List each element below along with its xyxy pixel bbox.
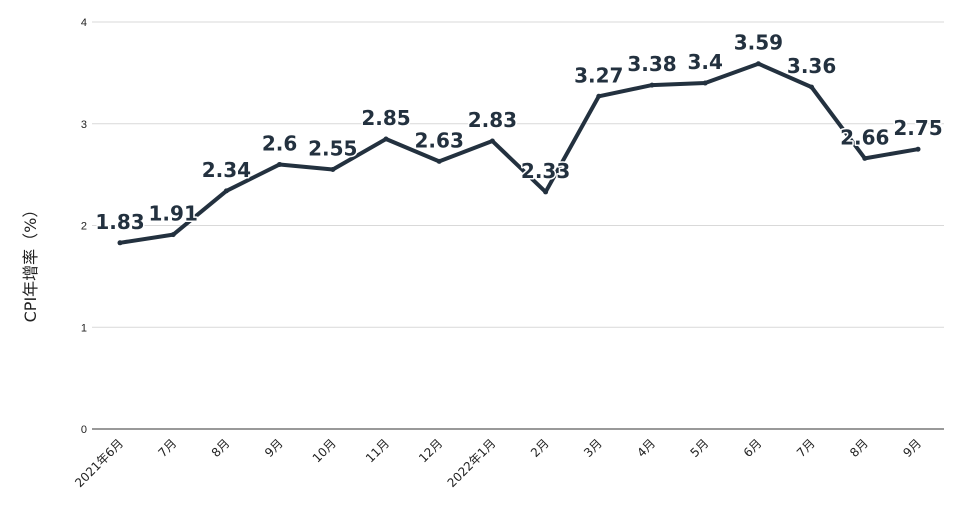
x-tick-label: 9月: [262, 436, 286, 460]
x-tick-label: 2月: [528, 436, 552, 460]
data-point: [702, 80, 708, 86]
data-point: [383, 136, 389, 142]
data-label: 2.83: [468, 108, 517, 132]
data-label: 3.59: [734, 31, 783, 55]
y-tick-label: 0: [81, 424, 87, 436]
data-point: [809, 84, 815, 90]
data-point: [277, 161, 283, 167]
series-layer: [117, 61, 921, 246]
data-point: [755, 61, 761, 67]
x-tick-label: 10月: [310, 436, 339, 465]
data-point: [436, 158, 442, 164]
data-label: 2.33: [521, 159, 570, 183]
cpi-series-line: [118, 61, 920, 245]
data-label: 2.63: [415, 128, 464, 152]
data-point: [223, 188, 229, 194]
gridlines: [92, 21, 944, 430]
y-axis-ticks: 0 1 2 3 4: [81, 17, 87, 436]
data-point: [915, 146, 921, 152]
data-point: [117, 240, 123, 246]
data-point: [862, 155, 868, 161]
y-tick-label: 1: [81, 322, 87, 334]
x-tick-label: 7月: [156, 436, 180, 460]
data-label: 2.55: [308, 137, 357, 161]
data-label: 2.6: [262, 131, 297, 155]
data-label: 3.27: [574, 63, 623, 87]
x-tick-label: 6月: [741, 436, 765, 460]
data-point: [596, 93, 602, 99]
data-label: 2.34: [202, 158, 251, 182]
x-tick-label: 2022年1月: [445, 436, 499, 490]
x-tick-label: 3月: [581, 436, 605, 460]
x-tick-label: 8月: [847, 436, 871, 460]
y-axis-title: CPI年增率（%）: [21, 202, 40, 323]
data-labels: 1.83 1.912.342.6 2.552.852.632.832.333.27 3…: [94, 29, 944, 235]
data-label: 1.83: [95, 210, 144, 234]
y-tick-label: 4: [81, 17, 87, 29]
data-label: 3.38: [627, 52, 676, 76]
x-tick-label: 7月: [794, 436, 818, 460]
x-tick-label: 2021年6月: [72, 436, 126, 490]
x-tick-label: 5月: [688, 436, 712, 460]
data-point: [170, 232, 176, 238]
data-point: [649, 82, 655, 88]
x-tick-label: 9月: [900, 436, 924, 460]
y-tick-label: 2: [81, 221, 87, 233]
x-tick-label: 12月: [416, 436, 445, 465]
y-tick-label: 3: [81, 119, 87, 131]
data-point: [489, 138, 495, 144]
data-label: 2.75: [893, 116, 942, 140]
data-point: [543, 189, 549, 195]
x-tick-label: 11月: [363, 436, 392, 465]
data-label: 2.85: [361, 106, 410, 130]
data-point: [330, 167, 336, 173]
data-label: 3.4: [687, 50, 722, 74]
data-label: 1.91: [149, 202, 198, 226]
data-label: 2.66: [840, 125, 889, 149]
x-axis-ticks: 2021年6月 7月 8月 9月 10月 11月 12月 2022年1月 2月 3月 4月 5月 6月 7…: [72, 436, 924, 490]
x-tick-label: 4月: [634, 436, 658, 460]
x-tick-label: 8月: [209, 436, 233, 460]
data-label: 3.36: [787, 54, 836, 78]
